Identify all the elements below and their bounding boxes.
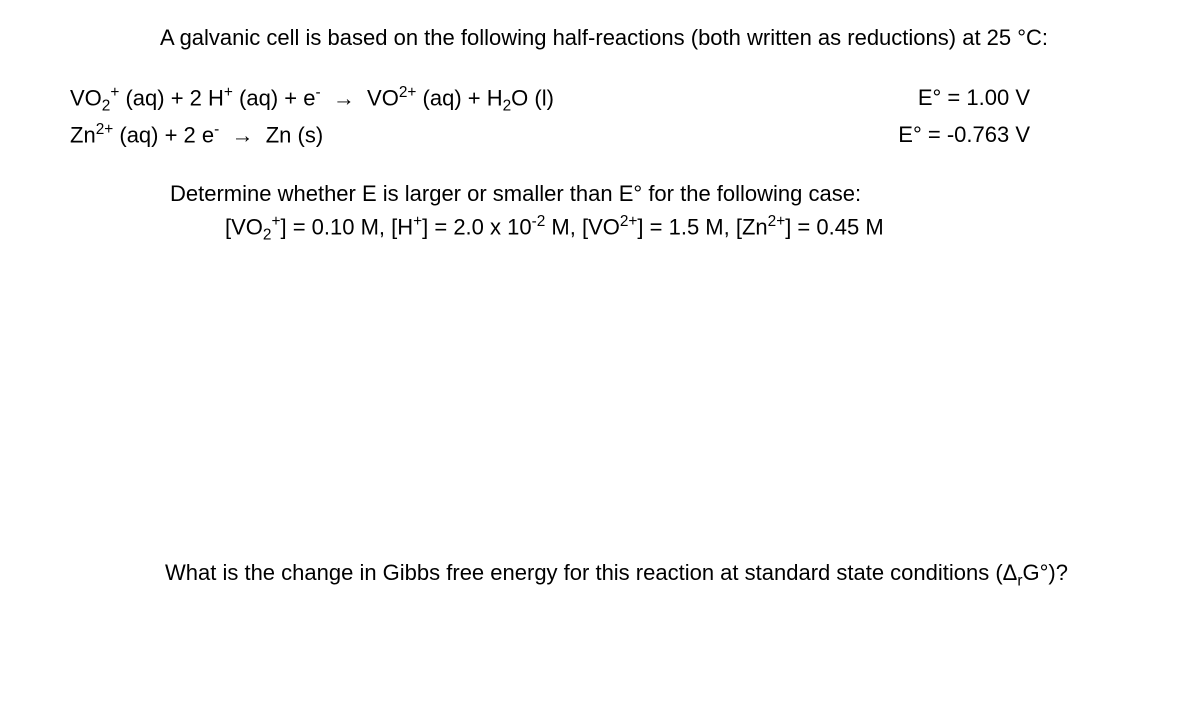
reaction-row-1: VO2+ (aq) + 2 H+ (aq) + e- → VO2+ (aq) +… (70, 81, 1030, 118)
reactions-block: VO2+ (aq) + 2 H+ (aq) + e- → VO2+ (aq) +… (70, 81, 1130, 151)
reaction-1-equation: VO2+ (aq) + 2 H+ (aq) + e- → VO2+ (aq) +… (70, 81, 554, 118)
reaction-2-potential: E° = -0.763 V (898, 118, 1030, 151)
reaction-1-potential: E° = 1.00 V (918, 81, 1030, 118)
reaction-row-2: Zn2+ (aq) + 2 e- → Zn (s) E° = -0.763 V (70, 118, 1030, 151)
question-1-text: Determine whether E is larger or smaller… (170, 181, 1130, 207)
reaction-2-equation: Zn2+ (aq) + 2 e- → Zn (s) (70, 118, 323, 151)
intro-text: A galvanic cell is based on the followin… (160, 25, 1130, 51)
conditions-text: [VO2+] = 0.10 M, [H+] = 2.0 x 10-2 M, [V… (225, 213, 1130, 245)
question-2-text: What is the change in Gibbs free energy … (165, 560, 1068, 590)
